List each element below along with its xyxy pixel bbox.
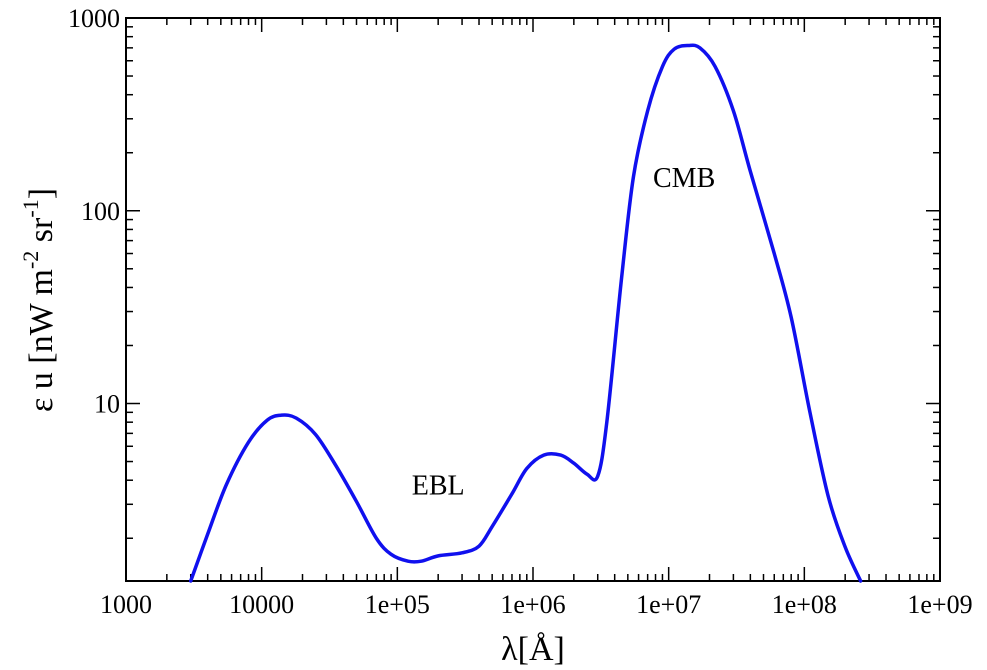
x-tick-label: 1e+08 — [772, 590, 837, 619]
y-axis-title-mid: sr — [23, 217, 60, 251]
annotation-ebl: EBL — [412, 471, 465, 502]
x-axis-title: λ[Å] — [501, 631, 565, 668]
y-axis-title: ε u [nW m-2 sr-1] — [18, 188, 60, 412]
x-tick-label: 10000 — [229, 590, 294, 619]
y-axis-title-text: ε u [nW m-2 sr-1] — [18, 188, 60, 412]
x-tick-label: 1e+07 — [636, 590, 701, 619]
y-tick-label: 100 — [81, 197, 120, 226]
y-axis-title-exp2: -1 — [18, 199, 43, 217]
plot-frame-group — [125, 17, 941, 582]
series-line — [188, 43, 863, 583]
plot-frame — [125, 17, 941, 582]
y-tick-label: 10 — [94, 390, 120, 419]
y-axis-title-exp1: -2 — [18, 251, 43, 269]
x-tick-label: 1000 — [100, 590, 152, 619]
x-axis — [125, 18, 935, 581]
x-tick-label: 1e+05 — [365, 590, 430, 619]
y-axis — [126, 26, 940, 539]
y-tick-labels: 10 100 1000 — [68, 4, 120, 419]
x-tick-label: 1e+06 — [500, 590, 565, 619]
x-tick-label: 1e+09 — [907, 590, 972, 619]
annotations: EBL CMB — [412, 163, 716, 502]
y-axis-title-main: ε u [nW m — [23, 269, 60, 412]
y-axis-title-end: ] — [23, 188, 60, 199]
y-tick-label: 1000 — [68, 4, 120, 33]
x-tick-labels: 1000 10000 1e+05 1e+06 1e+07 1e+08 1e+09 — [100, 590, 973, 619]
annotation-cmb: CMB — [653, 163, 715, 194]
